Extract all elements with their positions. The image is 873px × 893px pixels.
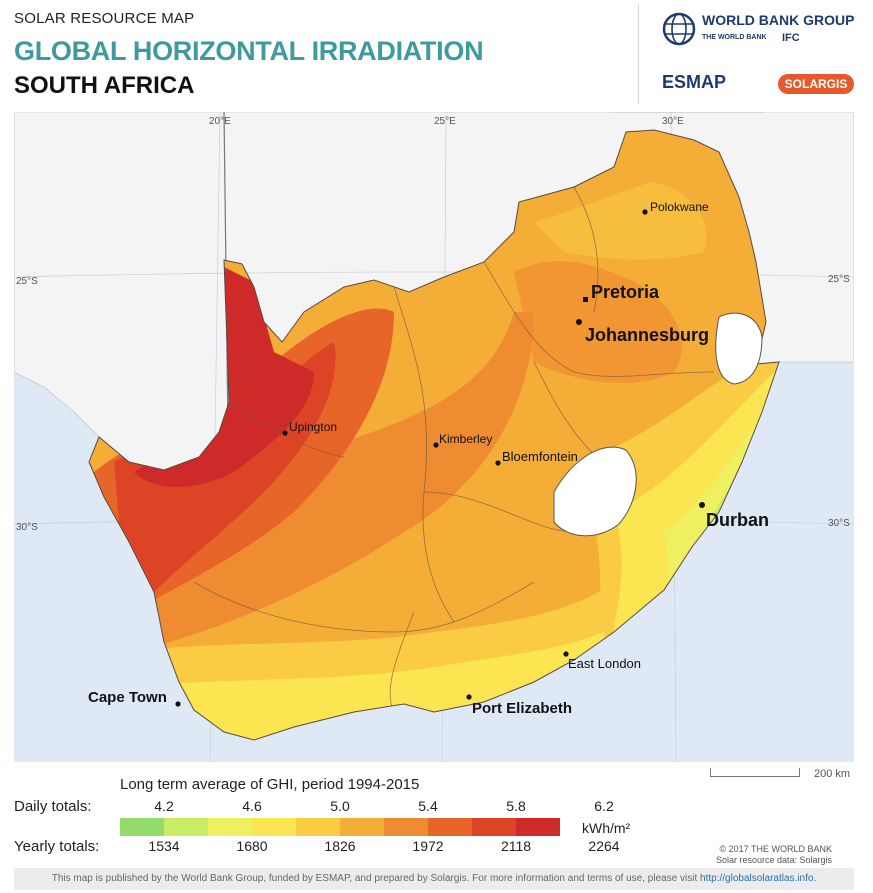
city-kimberley: Kimberley: [433, 432, 492, 448]
city-durban: Durban: [699, 502, 769, 530]
yearly-tick: 2118: [500, 838, 532, 854]
legend-swatch: [252, 818, 296, 836]
scale-label: 200 km: [814, 768, 851, 780]
map-credit: © 2017 THE WORLD BANK Solar resource dat…: [716, 844, 832, 866]
svg-text:Durban: Durban: [706, 510, 769, 530]
svg-text:Upington: Upington: [289, 420, 337, 434]
footer-text: This map is published by the World Bank …: [51, 873, 698, 884]
atlas-link[interactable]: http://globalsolaratlas.info.: [700, 873, 817, 884]
lon-label-25: 25°E: [434, 116, 456, 127]
copyright-text: © 2017 THE WORLD BANK: [719, 844, 833, 854]
legend-title: Long term average of GHI, period 1994-20…: [120, 776, 420, 793]
legend-swatch: [516, 818, 560, 836]
scale-bar: [710, 768, 800, 777]
world-bank-logo: WORLD BANK GROUP THE WORLD BANK IFC: [662, 12, 862, 52]
globe-icon: [662, 12, 696, 46]
footer: This map is published by the World Bank …: [14, 868, 854, 890]
svg-text:Pretoria: Pretoria: [591, 282, 660, 302]
lesotho: [553, 446, 637, 537]
solargis-logo: SOLARGIS: [778, 74, 854, 94]
legend-swatch: [472, 818, 516, 836]
daily-tick: 5.0: [330, 798, 350, 814]
city-east-london: East London: [563, 651, 641, 671]
lon-label-20: 20°E: [209, 116, 231, 127]
map-kicker: SOLAR RESOURCE MAP: [14, 10, 195, 27]
city-johannesburg: Johannesburg: [576, 319, 709, 345]
city-bloemfontein: Bloemfontein: [495, 449, 578, 466]
world-bank-text: THE WORLD BANK: [702, 34, 767, 41]
svg-text:Bloemfontein: Bloemfontein: [502, 449, 578, 464]
daily-tick: 4.2: [154, 798, 174, 814]
legend-unit: kWh/m²: [582, 820, 631, 836]
legend-swatch: [120, 818, 164, 836]
legend-swatch: [296, 818, 340, 836]
legend-color-bar: [120, 818, 560, 836]
legend-swatch: [384, 818, 428, 836]
city-port-elizabeth: Port Elizabeth: [466, 694, 572, 717]
city-cape-town: Cape Town: [88, 689, 181, 707]
esmap-logo: ESMAP: [662, 72, 727, 92]
header: SOLAR RESOURCE MAP GLOBAL HORIZONTAL IRR…: [0, 0, 873, 110]
city-pretoria: Pretoria: [583, 282, 660, 302]
map-title: GLOBAL HORIZONTAL IRRADIATION: [14, 36, 484, 66]
eswatini: [715, 312, 763, 385]
daily-tick: 5.8: [506, 798, 526, 814]
world-bank-group-text: WORLD BANK GROUP: [702, 12, 855, 28]
svg-text:Johannesburg: Johannesburg: [585, 325, 709, 345]
svg-text:Kimberley: Kimberley: [439, 432, 492, 446]
lon-label-30: 30°E: [662, 116, 684, 127]
map-area: 20°E 25°E 30°E 25°S 25°S 30°S 30°S Polok…: [13, 111, 855, 865]
daily-tick: 5.4: [418, 798, 438, 814]
header-divider: [638, 4, 639, 104]
legend-swatch: [340, 818, 384, 836]
lat-label-25-right: 25°S: [828, 274, 850, 285]
svg-text:Port Elizabeth: Port Elizabeth: [472, 700, 572, 717]
daily-tick: 4.6: [242, 798, 262, 814]
lat-label-30-right: 30°S: [828, 518, 850, 529]
yearly-tick: 2264: [588, 838, 620, 854]
lat-label-30-left: 30°S: [16, 522, 38, 533]
city-polokwane: Polokwane: [642, 200, 709, 215]
yearly-tick: 1534: [148, 838, 180, 854]
city-upington: Upington: [282, 420, 337, 436]
yearly-tick: 1826: [324, 838, 356, 854]
daily-tick: 6.2: [594, 798, 614, 814]
yearly-tick: 1680: [236, 838, 268, 854]
yearly-totals-label: Yearly totals:: [14, 838, 100, 855]
svg-text:East London: East London: [568, 656, 641, 671]
data-source-text: Solar resource data: Solargis: [715, 855, 832, 865]
yearly-tick: 1972: [412, 838, 444, 854]
svg-text:Polokwane: Polokwane: [650, 200, 709, 214]
irradiation-map: 20°E 25°E 30°E 25°S 25°S 30°S 30°S Polok…: [13, 111, 855, 763]
lat-label-25-left: 25°S: [16, 276, 38, 287]
legend-swatch: [208, 818, 252, 836]
legend-swatch: [428, 818, 472, 836]
svg-text:Cape Town: Cape Town: [88, 689, 167, 706]
daily-totals-label: Daily totals:: [14, 798, 92, 815]
legend-swatch: [164, 818, 208, 836]
ifc-text: IFC: [782, 32, 800, 44]
map-subtitle: SOUTH AFRICA: [14, 72, 195, 99]
